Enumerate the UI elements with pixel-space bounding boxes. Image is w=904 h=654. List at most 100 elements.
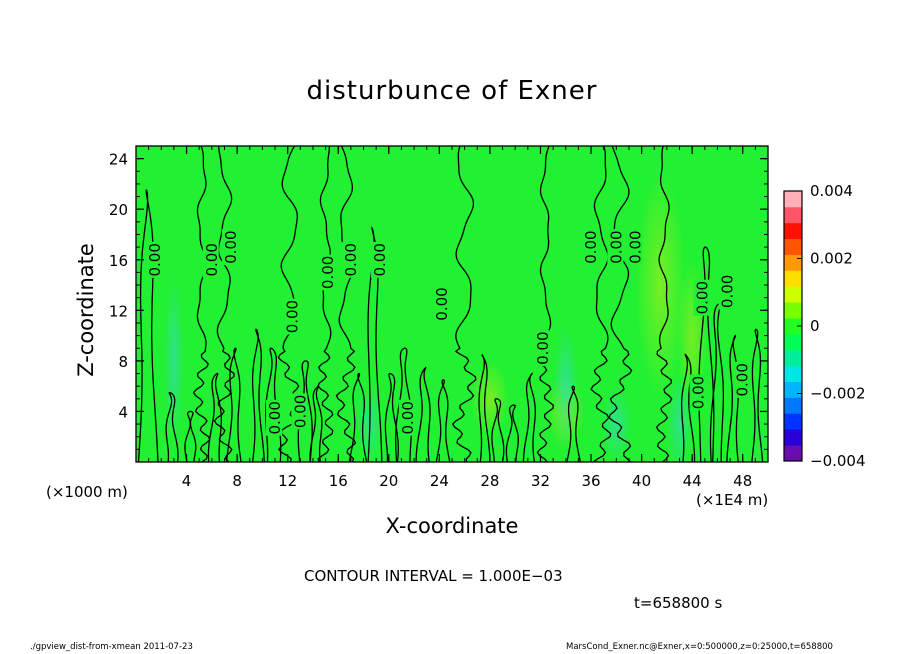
contour-label: 0.00: [202, 241, 221, 278]
colorbar-swatch: [784, 381, 802, 398]
x-tick-label: 20: [379, 472, 398, 490]
contour-loop: [478, 354, 491, 462]
colorbar-swatch: [784, 318, 802, 335]
contour-loop: [680, 353, 696, 462]
colorbar-swatch: [784, 429, 802, 446]
contour-label-text: 0.00: [222, 230, 240, 263]
colorbar-swatch: [784, 206, 802, 224]
plot-area: 0.00 0.00 0.000.000.000.000.00 0.00 0.000.00…: [136, 146, 768, 462]
contour-label-text: 0.00: [266, 401, 284, 434]
contour-label-bg: [582, 229, 598, 266]
contour-label-bg: [319, 254, 336, 291]
x-tick-label: 32: [531, 472, 550, 490]
x-tick-label: 4: [182, 472, 192, 490]
anomaly-patch: [601, 386, 632, 462]
x-axis-unit-label: (×1E4 m): [696, 491, 769, 509]
y-axis-unit-label: (×1000 m): [46, 483, 128, 501]
x-tick-label: 16: [329, 472, 348, 490]
contour-label-bg: [607, 229, 624, 266]
contour-label-bg: [718, 273, 735, 310]
contour-label-text: 0.00: [693, 281, 711, 314]
contour-interval-text: CONTOUR INTERVAL = 1.000E−03: [304, 567, 563, 585]
footer-script-info: ./gpview_dist-from-xmean 2011-07-23: [30, 642, 193, 652]
colorbar-swatch: [784, 397, 802, 414]
colorbar-swatch: [784, 191, 802, 208]
contour-loop: [367, 226, 383, 462]
time-stamp-label: t=658800 s: [634, 594, 723, 612]
contour-line: [213, 146, 235, 462]
contour-label: 0.00: [626, 229, 644, 266]
contour-line: [317, 146, 334, 462]
contour-label: 0.00: [582, 229, 600, 266]
colorbar-swatch: [784, 349, 802, 367]
colorbar-swatch: [784, 445, 802, 462]
y-tick-label: 20: [109, 201, 128, 219]
contour-label: 0.00: [371, 241, 389, 278]
contour-label-text: 0.00: [626, 230, 644, 263]
contour-label-text: 0.00: [319, 256, 337, 289]
contour-loop: [566, 385, 581, 462]
contour-label-text: 0.00: [203, 243, 221, 276]
colorbar-tick-label: 0.002: [810, 250, 853, 268]
contour-loop: [491, 398, 505, 462]
contour-loop: [207, 372, 222, 462]
anomaly-patch: [666, 373, 693, 462]
contour-loop: [309, 385, 323, 462]
x-tick-label: 48: [733, 472, 752, 490]
contour-label-text: 0.00: [433, 287, 451, 320]
contour-label-bg: [221, 229, 238, 266]
contour-line: [655, 146, 673, 462]
contour-label-bg: [534, 330, 550, 367]
y-tick-label: 12: [109, 302, 128, 320]
contour-label-bg: [693, 279, 710, 316]
contour-label-text: 0.00: [582, 230, 600, 263]
contour-loop: [505, 404, 519, 462]
x-tick-label: 8: [232, 472, 242, 490]
x-tick-label: 36: [581, 472, 600, 490]
contour-label-bg: [733, 361, 750, 398]
contour-line: [335, 146, 357, 462]
contour-label-text: 0.00: [342, 243, 360, 276]
colorbar-tick-label: −0.004: [810, 452, 866, 470]
contour-label: 0.00: [266, 399, 284, 436]
contour-label: 0.00: [291, 393, 309, 430]
contour-label-bg: [341, 241, 358, 278]
colorbar-swatch: [784, 254, 802, 271]
y-tick-label: 16: [109, 252, 128, 270]
contour-line: [590, 146, 612, 462]
contour-loop: [165, 391, 179, 462]
colorbar-tick-label: 0.004: [810, 182, 853, 200]
x-tick-label: 28: [480, 472, 499, 490]
contour-label-bg: [266, 399, 282, 436]
colorbar-tick-label: 0: [810, 317, 820, 335]
contour-loop: [726, 334, 740, 462]
y-tick-label: 8: [118, 353, 128, 371]
contour-loop: [348, 372, 368, 462]
x-tick-label: 40: [632, 472, 651, 490]
contour-label-text: 0.00: [690, 376, 708, 409]
contour-loop: [698, 246, 715, 462]
contour-label-text: 0.00: [534, 331, 552, 364]
x-tick-label: 24: [430, 472, 449, 490]
contour-label-bg: [626, 229, 643, 266]
contour-label: 0.00: [432, 286, 451, 322]
contour-label-text: 0.00: [607, 230, 625, 263]
anomaly-patch: [470, 360, 509, 437]
contour-label: 0.00: [534, 330, 552, 367]
contour-loop: [384, 372, 399, 462]
colorbar-swatch: [784, 286, 802, 303]
contour-label: 0.00: [689, 374, 708, 411]
colorbar-swatch: [784, 302, 802, 319]
contour-label-text: 0.00: [146, 243, 164, 276]
chart-title: disturbunce of Exner: [306, 76, 598, 106]
colorbar-tick-label: −0.002: [810, 385, 866, 403]
contour-label: 0.00: [693, 279, 711, 316]
anomaly-patch: [553, 322, 579, 450]
contour-line: [536, 146, 554, 462]
y-tick-label: 4: [118, 403, 128, 421]
contour-label: 0.00: [341, 241, 360, 278]
contour-label-text: 0.00: [371, 243, 389, 276]
contour-label: 0.00: [221, 229, 240, 266]
